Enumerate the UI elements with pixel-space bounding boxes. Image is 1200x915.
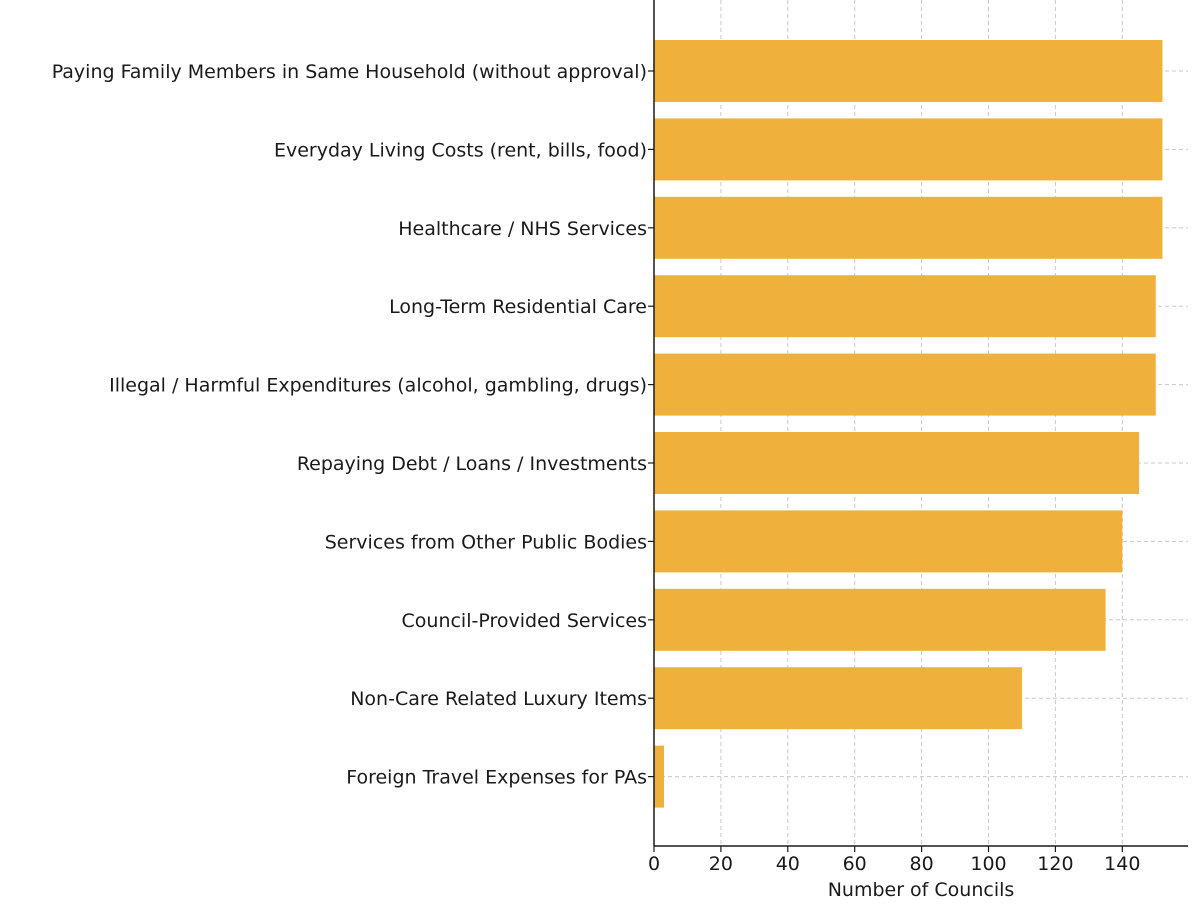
bar — [654, 118, 1163, 181]
x-tick-labels: 0 20 40 60 80 100 120 140 — [648, 846, 1140, 875]
y-tick-label: Repaying Debt / Loans / Investments — [297, 453, 647, 475]
x-tick-label: 80 — [910, 853, 934, 875]
bar — [654, 353, 1156, 416]
y-tick-label: Services from Other Public Bodies — [325, 531, 647, 553]
bar — [654, 196, 1163, 259]
x-tick-label: 40 — [776, 853, 800, 875]
bar — [654, 588, 1106, 651]
y-tick-label: Long-Term Residential Care — [389, 296, 647, 318]
x-tick-label: 140 — [1104, 853, 1140, 875]
x-tick-label: 0 — [648, 853, 660, 875]
y-tick-label: Council-Provided Services — [402, 610, 647, 632]
x-tick-label: 60 — [843, 853, 867, 875]
y-tick-label: Illegal / Harmful Expenditures (alcohol,… — [109, 375, 647, 397]
y-tick-label: Everyday Living Costs (rent, bills, food… — [274, 139, 647, 161]
y-tick-label: Non-Care Related Luxury Items — [350, 688, 647, 710]
bar — [654, 667, 1022, 730]
x-axis-label: Number of Councils — [828, 879, 1015, 901]
bar — [654, 432, 1140, 494]
y-tick-label: Foreign Travel Expenses for PAs — [346, 767, 647, 789]
x-tick-label: 100 — [970, 853, 1006, 875]
bar — [654, 510, 1123, 573]
bar — [654, 745, 665, 808]
y-tick-labels: Paying Family Members in Same Household … — [52, 61, 654, 789]
y-tick-label: Paying Family Members in Same Household … — [52, 61, 647, 83]
x-tick-label: 120 — [1037, 853, 1073, 875]
y-tick-label: Healthcare / NHS Services — [398, 218, 647, 240]
bars-layer — [654, 40, 1163, 808]
x-tick-label: 20 — [709, 853, 733, 875]
bar — [654, 275, 1156, 338]
bar — [654, 40, 1163, 102]
